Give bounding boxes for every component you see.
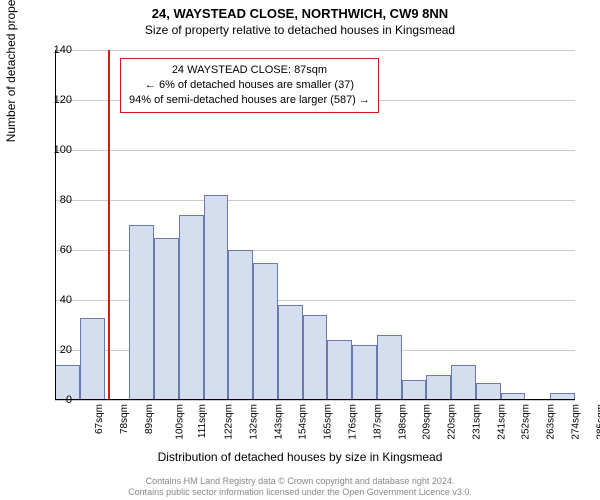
annotation-line2: ← 6% of detached houses are smaller (37)	[129, 78, 370, 93]
x-tick: 165sqm	[323, 404, 334, 440]
histogram-bar	[402, 380, 427, 400]
x-tick: 241sqm	[496, 404, 507, 440]
histogram-bar	[80, 318, 105, 401]
x-tick: 176sqm	[348, 404, 359, 440]
histogram-bar	[377, 335, 402, 400]
x-tick: 252sqm	[521, 404, 532, 440]
y-tick: 20	[42, 344, 72, 356]
histogram-bar	[278, 305, 303, 400]
x-tick: 143sqm	[273, 404, 284, 440]
histogram-bar	[426, 375, 451, 400]
x-tick: 187sqm	[372, 404, 383, 440]
histogram-bar	[154, 238, 179, 401]
histogram-bar	[352, 345, 377, 400]
chart-subtitle: Size of property relative to detached ho…	[0, 23, 600, 41]
histogram-bar	[204, 195, 229, 400]
y-tick: 60	[42, 244, 72, 256]
footer-line2: Contains public sector information licen…	[0, 487, 600, 498]
x-tick: 122sqm	[224, 404, 235, 440]
x-axis-line	[55, 399, 575, 400]
y-tick: 40	[42, 294, 72, 306]
histogram-bar	[476, 383, 501, 401]
x-tick: 220sqm	[447, 404, 458, 440]
x-tick: 89sqm	[144, 404, 155, 434]
x-tick: 111sqm	[198, 404, 209, 438]
histogram-bar	[253, 263, 278, 401]
y-tick: 0	[42, 394, 72, 406]
y-tick: 80	[42, 194, 72, 206]
x-tick: 274sqm	[570, 404, 581, 440]
y-tick: 120	[42, 94, 72, 106]
x-tick: 132sqm	[249, 404, 260, 440]
y-axis-label: Number of detached properties	[4, 0, 18, 142]
x-tick: 231sqm	[471, 404, 482, 440]
histogram-bar	[451, 365, 476, 400]
plot-area: 24 WAYSTEAD CLOSE: 87sqm ← 6% of detache…	[55, 50, 575, 400]
y-tick: 100	[42, 144, 72, 156]
x-tick: 67sqm	[94, 404, 105, 434]
footer-line1: Contains HM Land Registry data © Crown c…	[0, 476, 600, 487]
histogram-bar	[228, 250, 253, 400]
annotation-box: 24 WAYSTEAD CLOSE: 87sqm ← 6% of detache…	[120, 58, 379, 113]
x-tick: 285sqm	[595, 404, 600, 440]
property-marker-line	[108, 50, 110, 400]
x-tick: 100sqm	[174, 404, 185, 440]
x-tick: 263sqm	[546, 404, 557, 440]
chart-title: 24, WAYSTEAD CLOSE, NORTHWICH, CW9 8NN	[0, 0, 600, 23]
histogram-bar	[129, 225, 154, 400]
x-tick: 209sqm	[422, 404, 433, 440]
histogram-bar	[303, 315, 328, 400]
x-axis-label: Distribution of detached houses by size …	[0, 450, 600, 464]
annotation-line1: 24 WAYSTEAD CLOSE: 87sqm	[129, 63, 370, 78]
x-tick: 78sqm	[119, 404, 130, 434]
chart-container: 24, WAYSTEAD CLOSE, NORTHWICH, CW9 8NN S…	[0, 0, 600, 500]
x-tick: 154sqm	[298, 404, 309, 440]
annotation-line3: 94% of semi-detached houses are larger (…	[129, 93, 370, 108]
histogram-bar	[179, 215, 204, 400]
footer-attribution: Contains HM Land Registry data © Crown c…	[0, 476, 600, 499]
grid-line	[55, 400, 575, 401]
histogram-bar	[327, 340, 352, 400]
x-tick: 198sqm	[397, 404, 408, 440]
y-tick: 140	[42, 44, 72, 56]
